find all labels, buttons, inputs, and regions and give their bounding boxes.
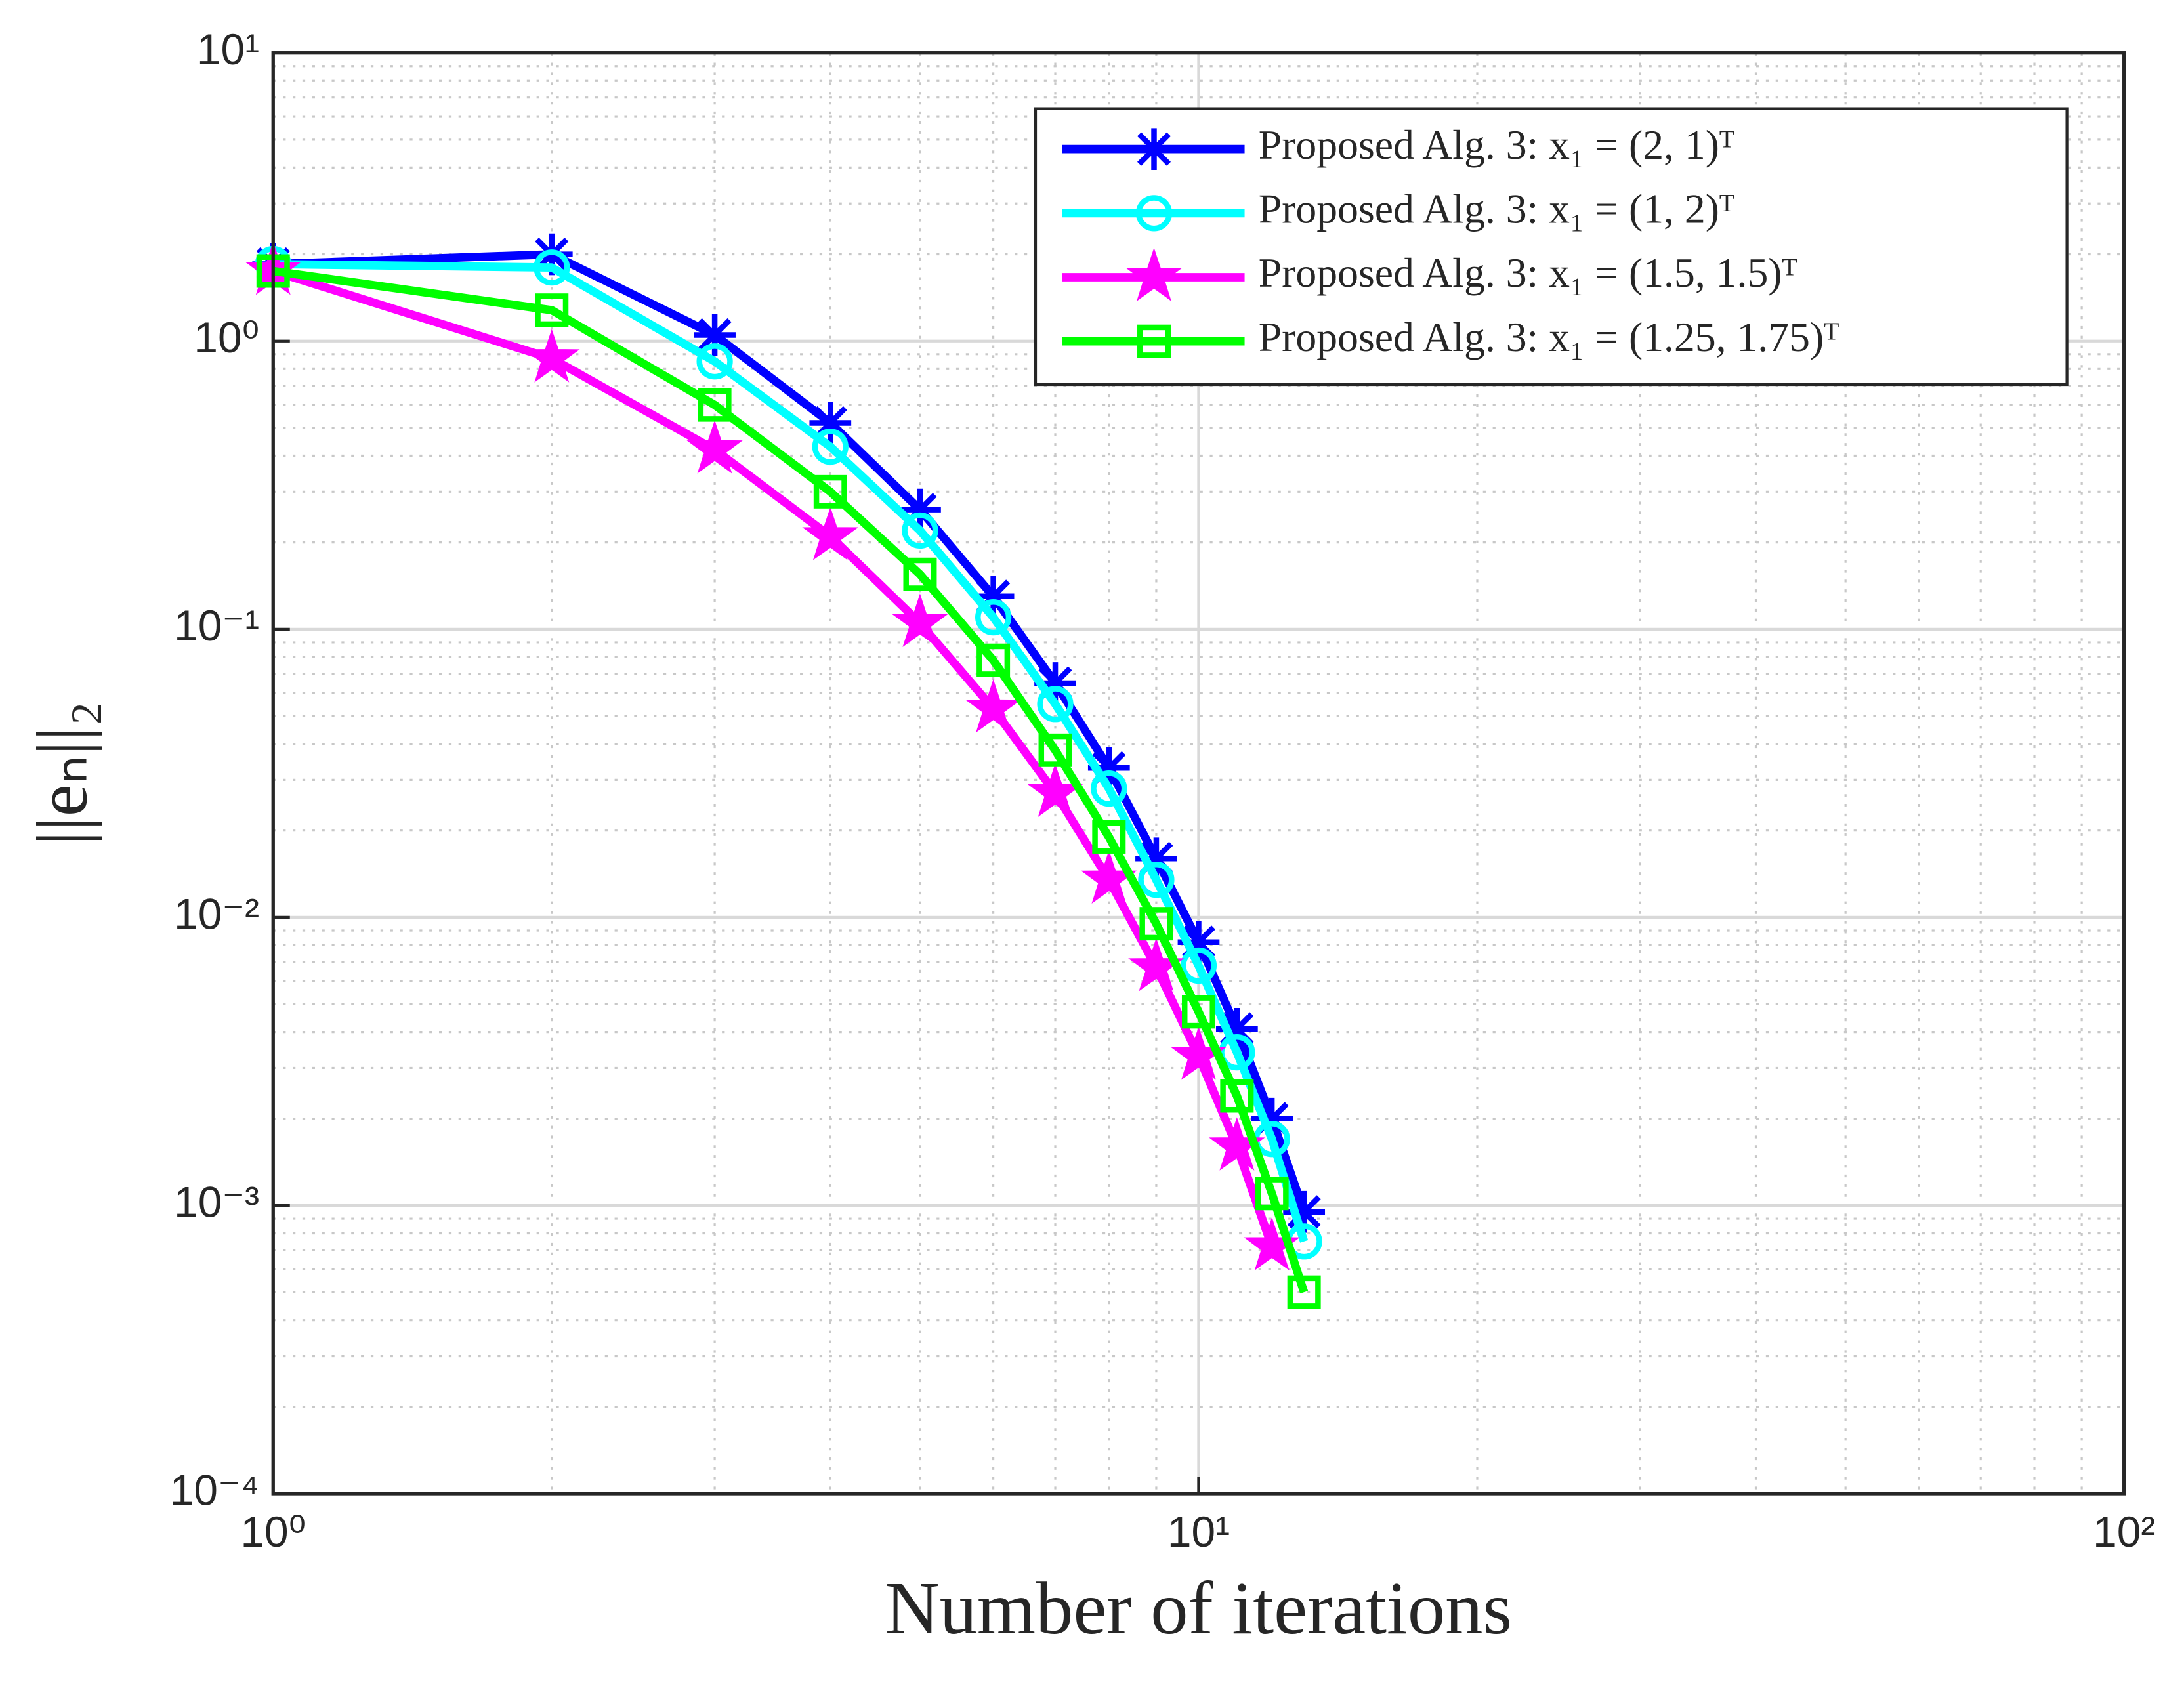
marker (686, 420, 743, 474)
marker-shape (535, 293, 569, 327)
marker (975, 599, 1012, 636)
marker-shape (698, 388, 732, 422)
marker (1180, 947, 1217, 984)
marker-shape (1139, 907, 1173, 941)
marker-shape (1287, 1275, 1321, 1309)
marker-shape (892, 593, 948, 647)
marker-shape (696, 343, 733, 380)
marker (1135, 195, 1173, 232)
marker-shape (812, 429, 849, 465)
marker-shape (686, 420, 743, 474)
marker-shape (1038, 733, 1072, 767)
marker-shape (1220, 1079, 1254, 1113)
legend-label: Proposed Alg. 3: x₁ = (1, 2)ᵀ (1259, 185, 1734, 232)
y-tick-label: 10⁻⁴ (170, 1465, 259, 1514)
marker-shape (903, 557, 937, 591)
marker (902, 512, 938, 549)
x-tick-label: 10⁰ (240, 1507, 306, 1556)
marker-shape (1180, 947, 1217, 984)
marker (892, 593, 948, 647)
marker (1287, 1275, 1321, 1309)
plot (245, 233, 1326, 1309)
marker-shape (1091, 770, 1127, 807)
marker (1220, 1079, 1254, 1113)
marker (698, 388, 732, 422)
marker-shape (1255, 1177, 1289, 1211)
x-tick-label: 10¹ (1167, 1507, 1230, 1556)
marker-shape (976, 643, 1011, 677)
marker (903, 557, 937, 591)
marker (1138, 862, 1175, 898)
marker-shape (1092, 820, 1126, 854)
marker-shape (902, 512, 938, 549)
marker (1255, 1177, 1289, 1211)
marker-shape (965, 679, 1022, 733)
marker-shape (975, 599, 1012, 636)
marker (1091, 770, 1127, 807)
marker (696, 343, 733, 380)
y-axis-label: ||eₙ||₂ (22, 701, 102, 845)
marker (535, 293, 569, 327)
marker (1038, 733, 1072, 767)
marker-shape (813, 474, 847, 509)
marker-shape (1125, 247, 1183, 301)
y-tick-label: 10⁻² (174, 889, 259, 938)
marker (812, 429, 849, 465)
x-axis-label: Number of iterations (885, 1566, 1512, 1650)
marker-shape (1181, 995, 1215, 1029)
marker (524, 329, 580, 383)
y-tick-label: 10⁻³ (174, 1177, 259, 1226)
marker (534, 249, 570, 286)
marker (802, 507, 859, 560)
legend-label: Proposed Alg. 3: x₁ = (1.25, 1.75)ᵀ (1259, 314, 1839, 360)
marker (694, 314, 736, 356)
marker (1037, 686, 1074, 723)
axes-box (271, 51, 2126, 1496)
marker-shape (1138, 862, 1175, 898)
marker (1092, 820, 1126, 854)
marker-shape (1037, 686, 1074, 723)
legend-label: Proposed Alg. 3: x₁ = (2, 1)ᵀ (1259, 121, 1734, 168)
y-tick-label: 10⁰ (194, 313, 259, 362)
marker (1133, 128, 1175, 171)
marker (1125, 247, 1183, 301)
marker-stroke (698, 318, 732, 352)
marker-shape (1137, 324, 1171, 358)
marker (1139, 907, 1173, 941)
marker (976, 643, 1011, 677)
series-line (272, 266, 1309, 1294)
marker-shape (802, 507, 859, 560)
y-tick-label: 10⁻¹ (174, 601, 259, 650)
y-tick-label: 10¹ (197, 25, 259, 73)
marker (1181, 995, 1215, 1029)
marker-shape (1135, 195, 1173, 232)
marker-stroke (1137, 132, 1171, 166)
marker (965, 679, 1022, 733)
marker (1137, 324, 1171, 358)
marker-shape (534, 249, 570, 286)
x-tick-label: 10² (2093, 1507, 2155, 1556)
marker (813, 474, 847, 509)
series-line (273, 260, 1309, 1243)
marker-shape (524, 329, 580, 383)
legend: Proposed Alg. 3: x₁ = (2, 1)ᵀ Proposed Al… (1034, 107, 2068, 387)
legend-label: Proposed Alg. 3: x₁ = (1.5, 1.5)ᵀ (1259, 249, 1797, 296)
